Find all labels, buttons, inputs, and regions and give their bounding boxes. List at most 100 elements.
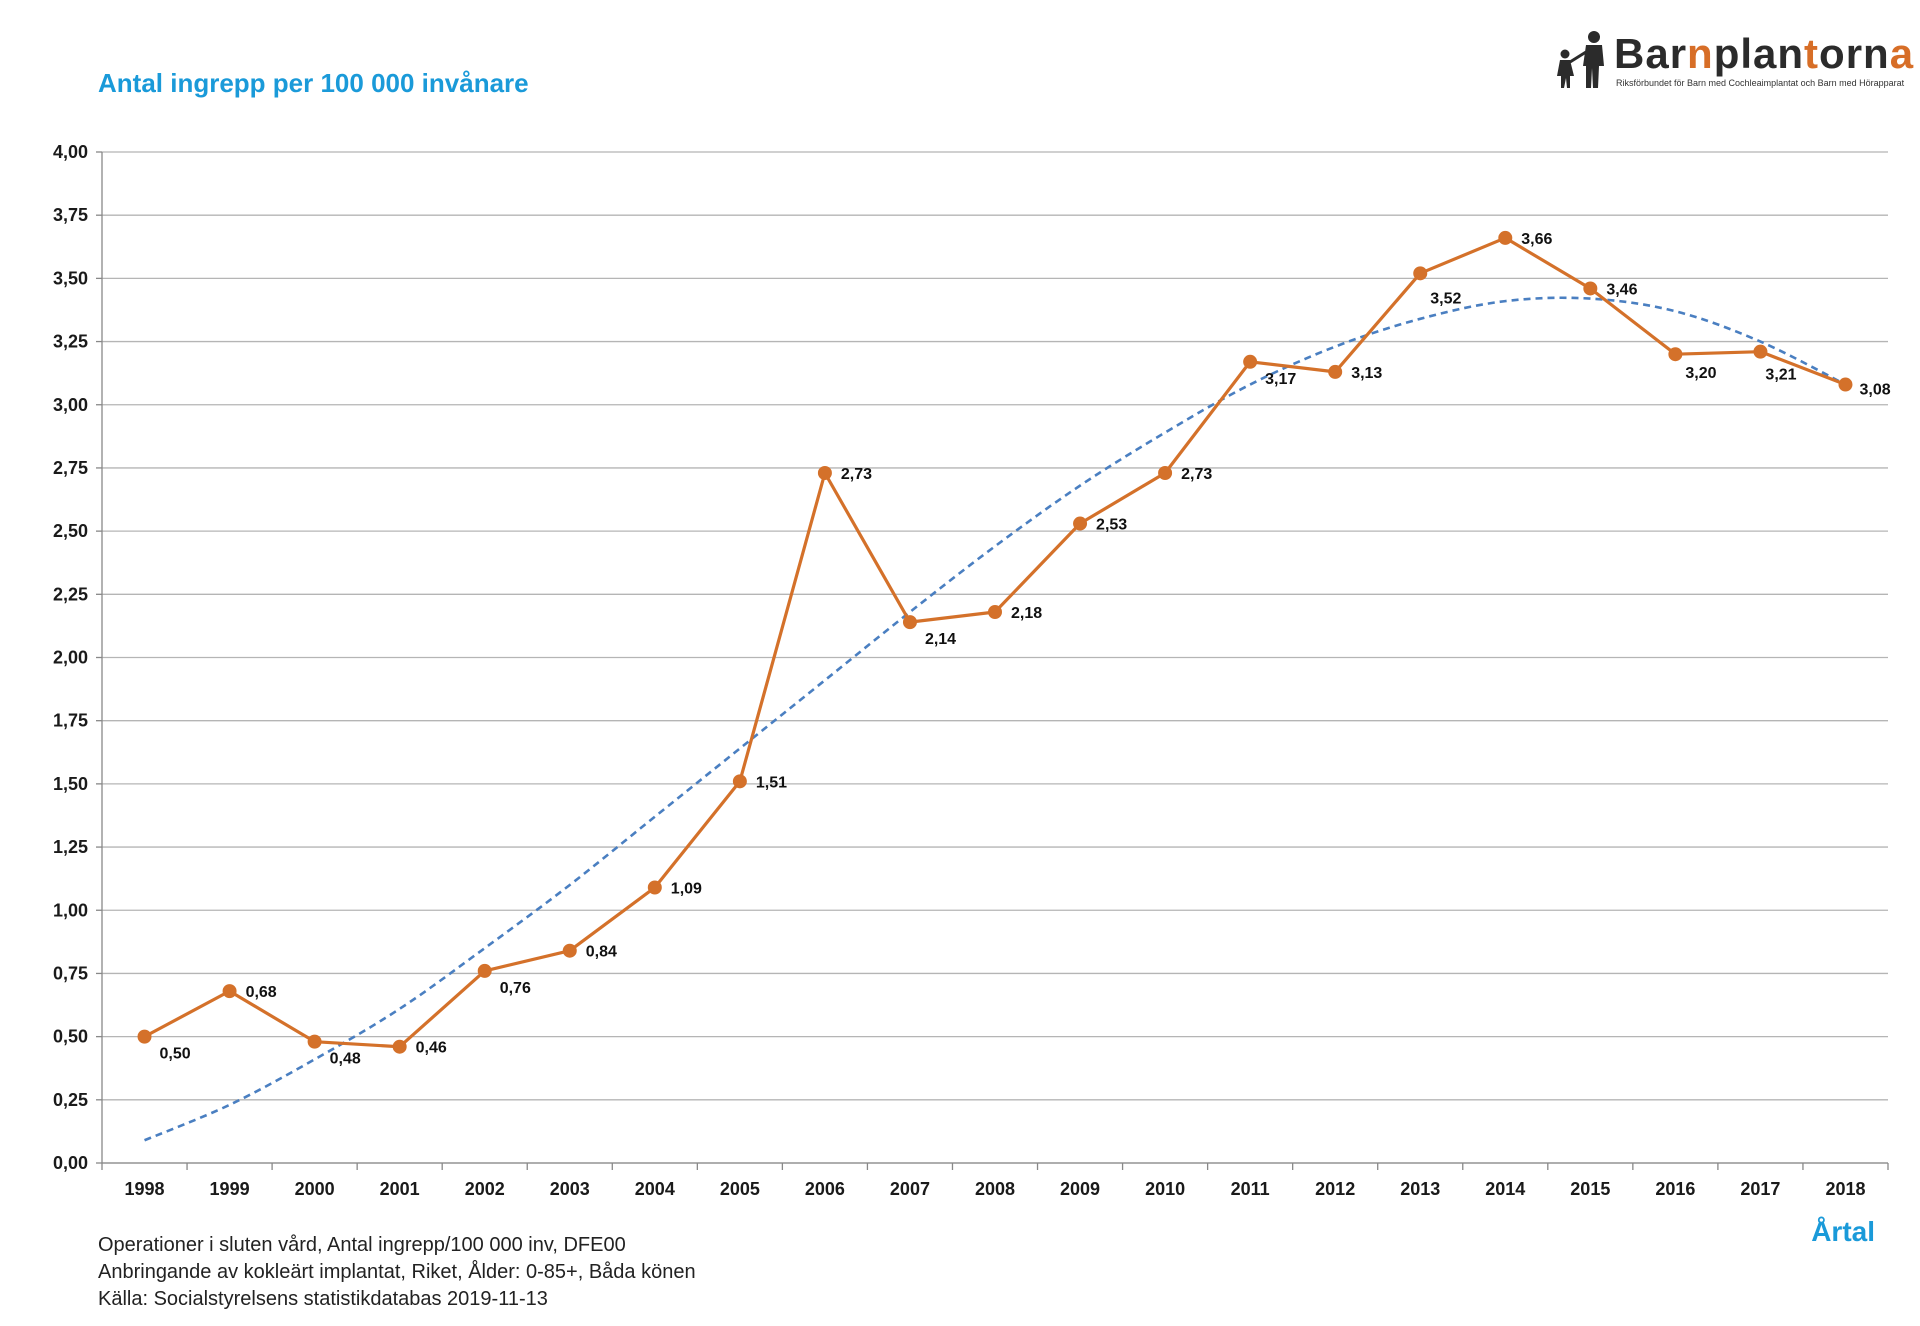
logo-subtitle: Riksförbundet för Barn med Cochleaimplan… bbox=[1616, 78, 1905, 88]
data-label: 0,68 bbox=[246, 984, 277, 1001]
data-label: 2,18 bbox=[1011, 605, 1042, 622]
data-label: 0,50 bbox=[160, 1046, 191, 1063]
y-tick-label: 2,50 bbox=[53, 521, 88, 541]
x-tick-label: 2003 bbox=[550, 1179, 590, 1199]
x-tick-label: 2005 bbox=[720, 1179, 760, 1199]
data-label: 0,76 bbox=[500, 980, 531, 997]
data-label: 3,20 bbox=[1685, 365, 1716, 382]
data-point bbox=[1838, 377, 1853, 392]
data-label: 3,13 bbox=[1351, 365, 1382, 382]
data-label: 0,46 bbox=[416, 1040, 447, 1057]
x-tick-label: 2016 bbox=[1655, 1179, 1695, 1199]
data-label: 3,21 bbox=[1765, 367, 1796, 384]
x-tick-label: 2008 bbox=[975, 1179, 1015, 1199]
series-line bbox=[143, 236, 1847, 1049]
x-tick-label: 2002 bbox=[465, 1179, 505, 1199]
logo-part-6: a bbox=[1889, 30, 1915, 77]
data-point bbox=[1413, 266, 1428, 281]
logo-part-5: orn bbox=[1819, 30, 1890, 77]
data-point bbox=[1753, 344, 1768, 359]
x-axis-label: Årtal bbox=[1811, 1216, 1875, 1247]
data-label: 0,84 bbox=[586, 944, 617, 961]
x-tick-label: 2013 bbox=[1400, 1179, 1440, 1199]
y-tick-label: 3,50 bbox=[53, 268, 88, 288]
data-label: 1,51 bbox=[756, 774, 787, 791]
logo-part-2: n bbox=[1687, 30, 1714, 77]
data-point bbox=[1328, 364, 1343, 379]
data-point bbox=[137, 1029, 152, 1044]
data-label: 2,73 bbox=[1181, 466, 1212, 483]
y-tick-label: 1,50 bbox=[53, 774, 88, 794]
data-point bbox=[732, 774, 747, 789]
data-point bbox=[1243, 354, 1258, 369]
data-label: 2,53 bbox=[1096, 517, 1127, 534]
y-tick-label: 4,00 bbox=[53, 142, 88, 162]
data-point bbox=[988, 605, 1002, 620]
data-point bbox=[1583, 281, 1598, 296]
data-label: 3,08 bbox=[1859, 382, 1890, 399]
x-tick-label: 2017 bbox=[1740, 1179, 1780, 1199]
y-tick-label: 0,50 bbox=[53, 1027, 88, 1047]
y-tick-label: 0,00 bbox=[53, 1153, 88, 1173]
x-tick-label: 2007 bbox=[890, 1179, 930, 1199]
data-point bbox=[1498, 230, 1513, 245]
x-tick-label: 2009 bbox=[1060, 1179, 1100, 1199]
data-label: 3,66 bbox=[1521, 231, 1552, 248]
y-tick-label: 0,25 bbox=[53, 1090, 88, 1110]
chart-title: Antal ingrepp per 100 000 invånare bbox=[98, 68, 529, 98]
logo-part-3: plan bbox=[1713, 30, 1805, 77]
data-label: 2,73 bbox=[841, 466, 872, 483]
data-point bbox=[222, 984, 237, 999]
data-label: 3,46 bbox=[1606, 281, 1637, 298]
x-tick-label: 2010 bbox=[1145, 1179, 1185, 1199]
barnplantorna-logo: Barnplantorna Riksförbundet för Barn med… bbox=[1550, 24, 1913, 96]
y-tick-label: 3,00 bbox=[53, 395, 88, 415]
data-label: 3,52 bbox=[1430, 290, 1461, 307]
x-tick-label: 2014 bbox=[1485, 1179, 1525, 1199]
y-tick-label: 1,75 bbox=[53, 711, 88, 731]
source-line-2: Anbringande av kokleärt implantat, Riket… bbox=[98, 1261, 696, 1283]
x-tick-label: 2000 bbox=[295, 1179, 335, 1199]
x-tick-label: 1999 bbox=[210, 1179, 250, 1199]
x-tick-label: 1998 bbox=[125, 1179, 165, 1199]
data-label: 0,48 bbox=[330, 1051, 361, 1068]
source-line-3: Källa: Socialstyrelsens statistikdatabas… bbox=[98, 1288, 548, 1310]
y-tick-label: 1,00 bbox=[53, 900, 88, 920]
x-tick-label: 2011 bbox=[1231, 1179, 1270, 1199]
data-point bbox=[392, 1039, 407, 1054]
data-label: 3,17 bbox=[1265, 371, 1296, 388]
parent-child-icon bbox=[1557, 31, 1604, 88]
data-label: 2,14 bbox=[925, 631, 956, 648]
data-point bbox=[902, 615, 917, 630]
x-tick-label: 2004 bbox=[635, 1179, 675, 1199]
x-tick-label: 2012 bbox=[1315, 1179, 1355, 1199]
data-point bbox=[817, 465, 832, 480]
source-note: Operationer i sluten vård, Antal ingrepp… bbox=[98, 1232, 696, 1313]
y-tick-label: 0,75 bbox=[53, 963, 88, 983]
y-tick-label: 3,25 bbox=[53, 332, 88, 352]
logo-part-4: t bbox=[1804, 30, 1820, 77]
x-tick-label: 2001 bbox=[380, 1179, 420, 1199]
data-point bbox=[477, 963, 492, 978]
data-point bbox=[1073, 516, 1088, 531]
y-tick-label: 2,25 bbox=[53, 584, 88, 604]
logo-part-1: Bar bbox=[1614, 30, 1688, 77]
data-point bbox=[647, 880, 662, 895]
y-tick-label: 2,00 bbox=[53, 648, 88, 668]
x-tick-label: 2006 bbox=[805, 1179, 845, 1199]
trend-line bbox=[144, 296, 1847, 1142]
y-tick-label: 3,75 bbox=[53, 205, 88, 225]
data-point bbox=[1668, 347, 1683, 362]
data-point bbox=[307, 1034, 322, 1049]
x-tick-label: 2018 bbox=[1825, 1179, 1865, 1199]
source-line-1: Operationer i sluten vård, Antal ingrepp… bbox=[98, 1234, 626, 1256]
data-point bbox=[1158, 465, 1173, 480]
y-tick-label: 1,25 bbox=[53, 837, 88, 857]
data-label: 1,09 bbox=[671, 881, 702, 898]
x-tick-label: 2015 bbox=[1570, 1179, 1610, 1199]
data-point bbox=[562, 943, 577, 958]
y-tick-label: 2,75 bbox=[53, 458, 88, 478]
logo-wordmark: Barnplantorna bbox=[1614, 30, 1914, 78]
